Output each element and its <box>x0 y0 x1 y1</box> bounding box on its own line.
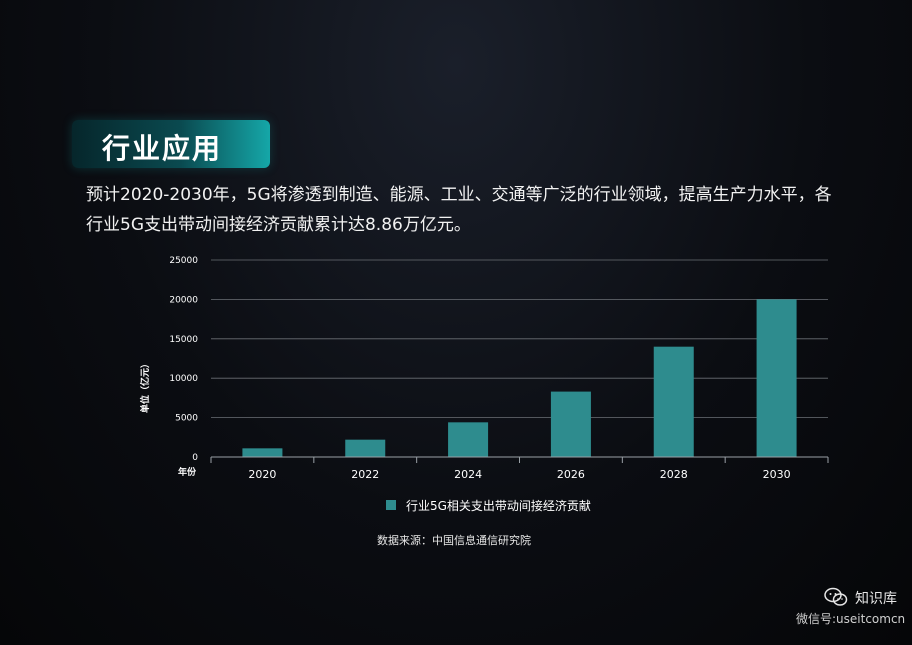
data-source: 数据来源：中国信息通信研究院 <box>377 534 531 547</box>
x-tick-label: 2024 <box>454 468 482 481</box>
legend-label: 行业5G相关支出带动间接经济贡献 <box>406 498 591 513</box>
x-tick-label: 2026 <box>557 468 585 481</box>
y-tick-label: 5000 <box>175 414 198 424</box>
y-axis-label: 单位（亿元） <box>139 359 151 413</box>
legend-swatch <box>386 500 396 510</box>
y-tick-label: 10000 <box>169 374 198 384</box>
x-axis-ticks: 2020 2022 2024 2026 2028 2030 <box>248 468 790 481</box>
paragraph-line-2: 行业5G支出带动间接经济贡献累计达8.86万亿元。 <box>86 215 471 235</box>
intro-paragraph: 预计2020-2030年，5G将渗透到制造、能源、工业、交通等广泛的行业领域，提… <box>86 180 846 240</box>
bar <box>242 448 283 457</box>
x-tick-label: 2020 <box>248 468 276 481</box>
chart-bars <box>242 299 797 457</box>
x-axis <box>210 456 829 463</box>
section-title: 行业应用 <box>102 132 223 165</box>
y-axis-ticks: 0 5000 10000 15000 20000 25000 <box>169 256 198 463</box>
wechat-icon <box>824 587 848 606</box>
bar <box>550 391 591 457</box>
bar <box>756 299 797 457</box>
y-tick-label: 20000 <box>169 295 198 305</box>
x-tick-label: 2022 <box>351 468 379 481</box>
x-tick-label: 2030 <box>763 468 791 481</box>
y-tick-label: 15000 <box>169 335 198 345</box>
bar <box>345 439 386 457</box>
watermark-name: 知识库 <box>855 591 897 607</box>
section-title-badge <box>72 120 270 168</box>
y-tick-label: 0 <box>192 453 198 463</box>
bar <box>653 346 694 457</box>
x-axis-label: 年份 <box>178 466 197 478</box>
paragraph-line-1: 预计2020-2030年，5G将渗透到制造、能源、工业、交通等广泛的行业领域，提… <box>86 185 832 205</box>
x-tick-label: 2028 <box>660 468 688 481</box>
chart-gridlines <box>211 259 828 419</box>
bar <box>448 422 489 457</box>
watermark-id: 微信号:useitcomcn <box>796 612 906 626</box>
y-tick-label: 25000 <box>169 256 198 266</box>
